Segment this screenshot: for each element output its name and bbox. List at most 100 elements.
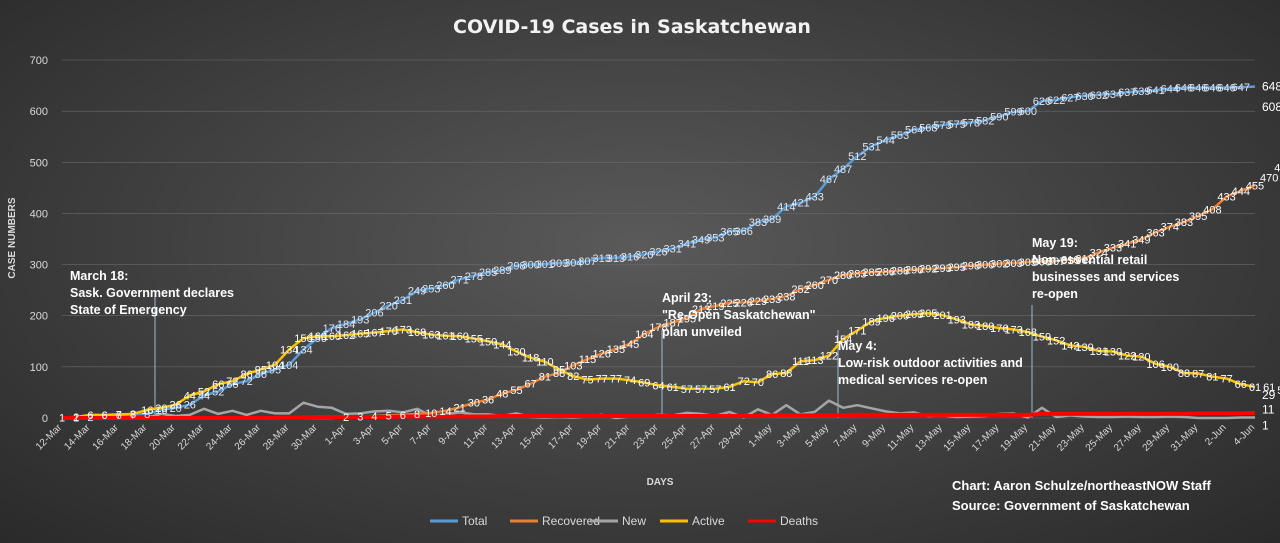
data-label-active: 193: [948, 314, 966, 326]
series-line-total: [76, 85, 1256, 419]
data-label-total: 307: [578, 256, 596, 268]
data-label-total: 639: [1132, 86, 1150, 98]
data-label-recovered: 164: [635, 329, 653, 341]
data-label-active: 130: [507, 347, 525, 359]
chart-title: COVID-19 Cases in Saskatchewan: [453, 16, 811, 38]
annotation-text: "Re-Open Saskatchewan": [662, 308, 816, 322]
data-label-total: 331: [664, 244, 682, 256]
x-axis-title: DAYS: [647, 477, 674, 488]
data-label-recovered: 333: [1104, 243, 1122, 255]
data-label-total: 590: [990, 111, 1008, 123]
data-label-total: 365: [720, 226, 738, 238]
data-label-recovered: 305: [1019, 257, 1037, 269]
annotation-text: Sask. Government declares: [70, 286, 234, 300]
legend: Total Recovered New Active Deaths: [430, 514, 818, 528]
x-tick-label: 13-Apr: [490, 422, 519, 451]
data-label-total: 641: [1146, 85, 1164, 97]
data-label-active: 61: [723, 382, 735, 394]
data-label-active: 160: [450, 331, 468, 343]
data-label-total: 320: [635, 249, 653, 261]
x-tick-label: 23-May: [1055, 422, 1086, 453]
data-label-total: 6: [102, 410, 108, 422]
data-label-total: 313: [593, 253, 611, 265]
y-axis-ticks: 0 100 200 300 400 500 600 700: [30, 55, 48, 425]
data-label-recovered: 14: [439, 406, 451, 418]
data-label-total: 1: [73, 412, 79, 424]
y-tick-label: 600: [30, 106, 48, 118]
data-label-total: 44: [198, 390, 210, 402]
x-tick-label: 3-Apr: [352, 422, 378, 448]
data-label-total: 278: [465, 271, 483, 283]
gridlines: [62, 59, 1255, 419]
data-label-recovered: 229: [749, 296, 767, 308]
data-label-total: 433: [806, 192, 824, 204]
annotation-text: May 4:: [838, 339, 877, 353]
data-label-active: 57: [695, 384, 707, 396]
data-label-active: 7: [116, 409, 122, 421]
data-label-recovered: 303: [1004, 258, 1022, 270]
data-label-total: 2: [87, 412, 93, 424]
data-label-total: 573: [933, 120, 951, 132]
data-label-recovered: 300: [976, 260, 994, 272]
data-label-total: 646: [1203, 83, 1221, 95]
data-label-active: 163: [422, 330, 440, 342]
data-label-total: 253: [422, 284, 440, 296]
data-label-active: 106: [1146, 359, 1164, 371]
y-tick-label: 0: [42, 413, 48, 425]
data-label-total: 72: [241, 376, 253, 388]
data-label-recovered: 307: [1047, 256, 1065, 268]
x-tick-label: 23-Apr: [632, 422, 661, 451]
data-label-total: 271: [450, 274, 468, 286]
data-label-total: 421: [791, 198, 809, 210]
data-label-active: 72: [738, 376, 750, 388]
data-label-recovered: 286: [877, 267, 895, 279]
data-label-active: 95: [553, 364, 565, 376]
data-label-active: 1: [59, 412, 65, 424]
data-label-active: 173: [394, 325, 412, 337]
data-label-recovered: 187: [664, 317, 682, 329]
x-tick-label: 25-Apr: [660, 422, 689, 451]
data-label-active: 168: [1019, 327, 1037, 339]
data-label-total: 66: [226, 379, 238, 391]
data-label-active: 180: [976, 321, 994, 333]
data-label-recovered: 408: [1203, 204, 1221, 216]
data-label-recovered: 10: [425, 408, 437, 420]
data-label-total: 26: [184, 400, 196, 412]
data-label-total: 487: [834, 164, 852, 176]
x-tick-label: 30-Mar: [290, 422, 321, 453]
data-label-recovered: 283: [848, 268, 866, 280]
data-label-active: 26: [169, 400, 181, 412]
data-label-active: 142: [1061, 340, 1079, 352]
data-label-active: 6: [102, 410, 108, 422]
data-label-recovered: 270: [820, 275, 838, 287]
x-tick-label: 18-Mar: [119, 422, 150, 453]
data-label-active: 95: [255, 364, 267, 376]
x-tick-label: 19-Apr: [575, 422, 604, 451]
data-label-recovered: 67: [525, 379, 537, 391]
x-tick-label: 26-Mar: [233, 422, 264, 453]
data-label-recovered: 145: [621, 339, 639, 351]
data-label-active: 156: [294, 333, 312, 345]
data-label-total: 303: [550, 258, 568, 270]
data-label-active: 100: [1161, 362, 1179, 374]
data-label-total: 637: [1118, 87, 1136, 99]
data-label-active: 20: [155, 403, 167, 415]
x-tick-label: 3-May: [775, 422, 802, 449]
data-label-total: 582: [976, 115, 994, 127]
x-tick-label: 24-Mar: [204, 422, 235, 453]
x-tick-label: 31-May: [1169, 422, 1200, 453]
data-label-total: 301: [536, 259, 554, 271]
data-label-recovered: 324: [1090, 247, 1108, 259]
data-label-total: 512: [848, 151, 866, 163]
data-label-active: 77: [610, 374, 622, 386]
data-label-total: 326: [649, 246, 667, 258]
y-tick-label: 400: [30, 208, 48, 220]
data-label-recovered: 135: [607, 344, 625, 356]
data-label-total: 289: [493, 265, 511, 277]
data-label-recovered: 306: [1033, 257, 1051, 269]
data-label-active: 203: [905, 309, 923, 321]
end-label-total: 648: [1262, 80, 1280, 94]
data-label-active: 200: [891, 311, 909, 323]
x-tick-label: 14-Mar: [62, 422, 93, 453]
data-label-recovered: 213: [692, 304, 710, 316]
